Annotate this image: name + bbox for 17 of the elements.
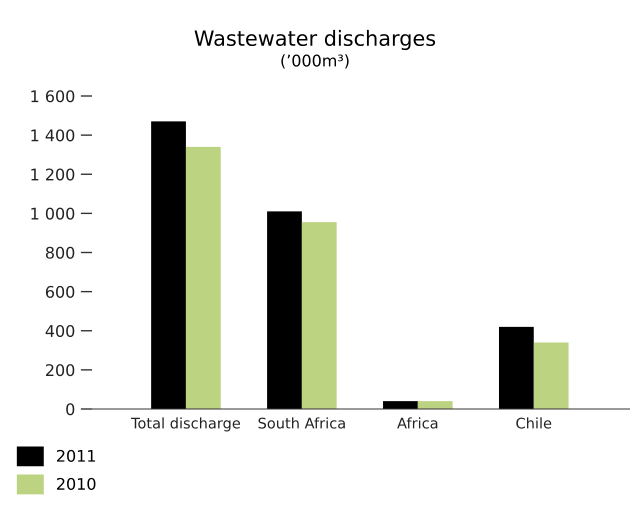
y-tick-label: 1 400 <box>31 129 74 142</box>
x-tick-label: South Africa <box>258 417 345 429</box>
legend-label: 2011 <box>57 450 96 462</box>
y-tick-label: 1 200 <box>31 168 74 181</box>
chart-title: Wastewater discharges <box>194 30 436 50</box>
y-tick-label: 0 <box>66 403 74 416</box>
y-tick-label: 200 <box>46 364 74 376</box>
y-tick-label: 600 <box>46 286 74 298</box>
y-tick-label: 1 600 <box>31 90 74 102</box>
y-tick-label: 800 <box>46 246 74 259</box>
y-tick-label: 1 000 <box>31 208 74 220</box>
legend-label: 2010 <box>57 478 96 490</box>
y-tick-label: 400 <box>46 324 74 338</box>
x-tick-label: Chile <box>516 417 552 429</box>
chart-subtitle: (’000m³) <box>281 54 349 69</box>
x-tick-label: Africa <box>397 417 438 429</box>
x-tick-label: Total discharge <box>130 417 240 432</box>
